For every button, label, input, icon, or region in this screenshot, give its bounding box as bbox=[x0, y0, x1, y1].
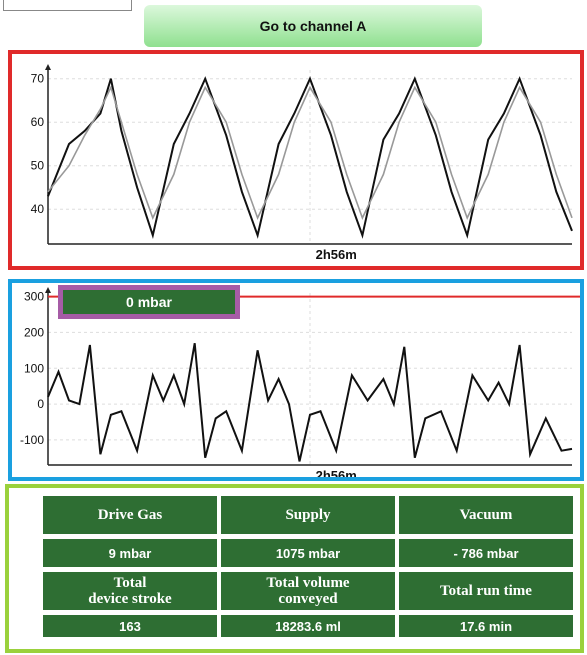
y-tick-label: 300 bbox=[24, 290, 44, 304]
x-axis-label: 2h56m bbox=[316, 247, 357, 262]
pressure-badge: 0 mbar bbox=[58, 285, 240, 319]
y-axis-arrow bbox=[45, 64, 51, 70]
y-tick-label: 50 bbox=[31, 159, 45, 173]
y-tick-label: 200 bbox=[24, 325, 44, 339]
total-device-stroke-header: Total device stroke bbox=[43, 572, 217, 610]
total-run-time-header: Total run time bbox=[399, 572, 573, 610]
y-tick-label: -100 bbox=[20, 433, 44, 447]
upper-chart-panel: 40 50 60 70 2h56m bbox=[8, 50, 584, 270]
total-run-time-value: 17.6 min bbox=[399, 615, 573, 637]
y-tick-label: 0 bbox=[37, 397, 44, 411]
x-axis-label: 2h56m bbox=[316, 468, 357, 477]
y-tick-label: 100 bbox=[24, 361, 44, 375]
vacuum-header: Vacuum bbox=[399, 496, 573, 534]
y-tick-label: 40 bbox=[31, 202, 45, 216]
y-axis-arrow bbox=[45, 287, 51, 293]
stats-panel: Drive Gas Supply Vacuum 9 mbar 1075 mbar… bbox=[5, 484, 584, 653]
lower-waveform-chart: -100 0 100 200 300 2h56m bbox=[20, 287, 580, 477]
stats-grid: Drive Gas Supply Vacuum 9 mbar 1075 mbar… bbox=[43, 496, 573, 637]
series-line-1 bbox=[47, 76, 573, 240]
y-tick-label: 60 bbox=[31, 115, 45, 129]
go-to-channel-button[interactable]: Go to channel A bbox=[144, 5, 482, 47]
drive-gas-header: Drive Gas bbox=[43, 496, 217, 534]
upper-waveform-chart: 40 50 60 70 2h56m bbox=[31, 64, 573, 262]
lower-chart-panel: -100 0 100 200 300 2h56m 0 mbar bbox=[8, 279, 584, 481]
drive-gas-value: 9 mbar bbox=[43, 539, 217, 567]
vacuum-value: - 786 mbar bbox=[399, 539, 573, 567]
supply-header: Supply bbox=[221, 496, 395, 534]
channel-selector-box[interactable] bbox=[3, 0, 132, 11]
series-line-2 bbox=[47, 85, 573, 220]
total-volume-value: 18283.6 ml bbox=[221, 615, 395, 637]
y-tick-label: 70 bbox=[31, 72, 45, 86]
supply-value: 1075 mbar bbox=[221, 539, 395, 567]
total-volume-header: Total volume conveyed bbox=[221, 572, 395, 610]
total-device-stroke-value: 163 bbox=[43, 615, 217, 637]
series-line-1 bbox=[47, 343, 573, 462]
